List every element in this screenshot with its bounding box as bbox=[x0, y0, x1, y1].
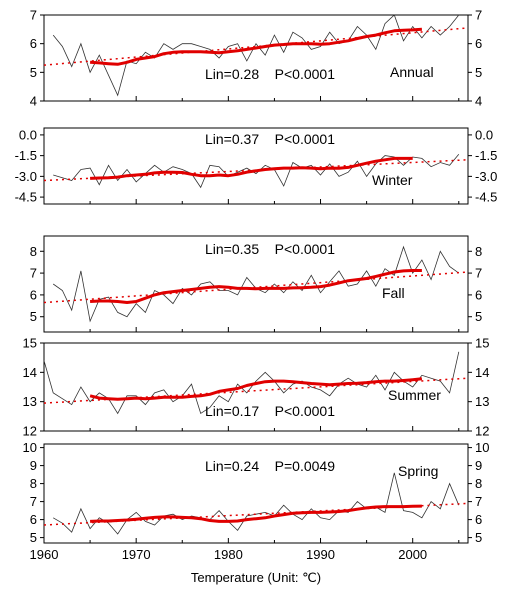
summer-ytick-label-right: 12 bbox=[475, 424, 489, 439]
winter-ytick-label-right: 0.0 bbox=[475, 127, 493, 142]
annual-ytick-label-right: 7 bbox=[475, 8, 482, 23]
fall-panel-label: Fall bbox=[382, 285, 405, 301]
fall-ytick-label-right: 7 bbox=[475, 266, 482, 281]
fall-ytick-label-right: 5 bbox=[475, 309, 482, 324]
fall-panel-frame bbox=[43, 235, 469, 333]
annual-observed-line bbox=[52, 14, 460, 97]
annual-ytick-label-left: 5 bbox=[30, 65, 37, 80]
annual-ytick-label-left: 7 bbox=[30, 8, 37, 23]
spring-ytick-label-left: 10 bbox=[23, 440, 37, 455]
spring-ytick-label-right: 5 bbox=[475, 530, 482, 545]
annual-ytick-label-right: 4 bbox=[475, 94, 482, 109]
x-tick-label: 2000 bbox=[398, 547, 427, 562]
winter-running-mean-line bbox=[90, 156, 413, 180]
spring-ytick-label-right: 9 bbox=[475, 458, 482, 473]
summer-panel-frame bbox=[43, 342, 469, 432]
annual-running-mean-line bbox=[90, 27, 422, 66]
summer-ytick-label-right: 15 bbox=[475, 336, 489, 351]
winter-annotation: Lin=0.37 P<0.0001 bbox=[205, 131, 335, 147]
annual-panel-label: Annual bbox=[390, 64, 434, 80]
annual-ytick-label-left: 4 bbox=[30, 94, 37, 109]
winter-ytick-label-right: -4.5 bbox=[475, 190, 497, 205]
spring-ytick-label-left: 8 bbox=[30, 476, 37, 491]
summer-ytick-label-left: 14 bbox=[23, 365, 37, 380]
spring-ytick-label-left: 7 bbox=[30, 494, 37, 509]
annual-ytick-label-right: 5 bbox=[475, 65, 482, 80]
spring-ytick-label-left: 9 bbox=[30, 458, 37, 473]
winter-ytick-label-right: -1.5 bbox=[475, 148, 497, 163]
fall-ytick-label-left: 7 bbox=[30, 266, 37, 281]
annual-ytick-label-left: 6 bbox=[30, 36, 37, 51]
annual-ytick-label-right: 6 bbox=[475, 36, 482, 51]
fall-annotation: Lin=0.35 P<0.0001 bbox=[205, 241, 335, 257]
fall-ytick-label-left: 6 bbox=[30, 287, 37, 302]
winter-ytick-label-left: 0.0 bbox=[19, 127, 37, 142]
spring-ytick-label-right: 10 bbox=[475, 440, 489, 455]
x-tick-label: 1990 bbox=[306, 547, 335, 562]
summer-annotation: Lin=0.17 P<0.0001 bbox=[205, 403, 335, 419]
spring-annotation: Lin=0.24 P=0.0049 bbox=[205, 458, 335, 474]
fall-ytick-label-left: 8 bbox=[30, 244, 37, 259]
fall-ytick-label-right: 8 bbox=[475, 244, 482, 259]
winter-ytick-label-left: -1.5 bbox=[15, 148, 37, 163]
spring-running-mean-line bbox=[90, 504, 422, 523]
winter-ytick-label-right: -3.0 bbox=[475, 169, 497, 184]
spring-panel-label: Spring bbox=[398, 463, 438, 479]
winter-ytick-label-left: -4.5 bbox=[15, 190, 37, 205]
spring-observed-line bbox=[52, 472, 460, 535]
summer-ytick-label-right: 14 bbox=[475, 365, 489, 380]
x-tick-label: 1960 bbox=[30, 547, 59, 562]
summer-panel-label: Summer bbox=[388, 387, 441, 403]
fall-linear-trend bbox=[43, 271, 469, 304]
fall-running-mean-line bbox=[90, 269, 422, 304]
spring-ytick-label-right: 7 bbox=[475, 494, 482, 509]
spring-ytick-label-left: 6 bbox=[30, 512, 37, 527]
spring-panel-frame bbox=[43, 443, 469, 544]
x-tick-label: 1970 bbox=[122, 547, 151, 562]
annual-panel-frame bbox=[43, 14, 469, 102]
x-axis-label: Temperature (Unit: ℃) bbox=[190, 570, 322, 585]
spring-ytick-label-right: 8 bbox=[475, 476, 482, 491]
summer-running-mean-line bbox=[89, 377, 423, 401]
winter-ytick-label-left: -3.0 bbox=[15, 169, 37, 184]
x-tick-label: 1980 bbox=[214, 547, 243, 562]
fall-ytick-label-right: 6 bbox=[475, 287, 482, 302]
spring-ytick-label-right: 6 bbox=[475, 512, 482, 527]
summer-ytick-label-left: 15 bbox=[23, 336, 37, 351]
summer-ytick-label-right: 13 bbox=[475, 394, 489, 409]
summer-ytick-label-left: 13 bbox=[23, 394, 37, 409]
spring-ytick-label-left: 5 bbox=[30, 530, 37, 545]
winter-panel-frame bbox=[43, 127, 469, 205]
annual-linear-trend bbox=[43, 27, 469, 66]
fall-observed-line bbox=[52, 245, 460, 323]
summer-ytick-label-left: 12 bbox=[23, 424, 37, 439]
annual-annotation: Lin=0.28 P<0.0001 bbox=[205, 66, 335, 82]
fall-ytick-label-left: 5 bbox=[30, 309, 37, 324]
winter-panel-label: Winter bbox=[372, 172, 413, 188]
